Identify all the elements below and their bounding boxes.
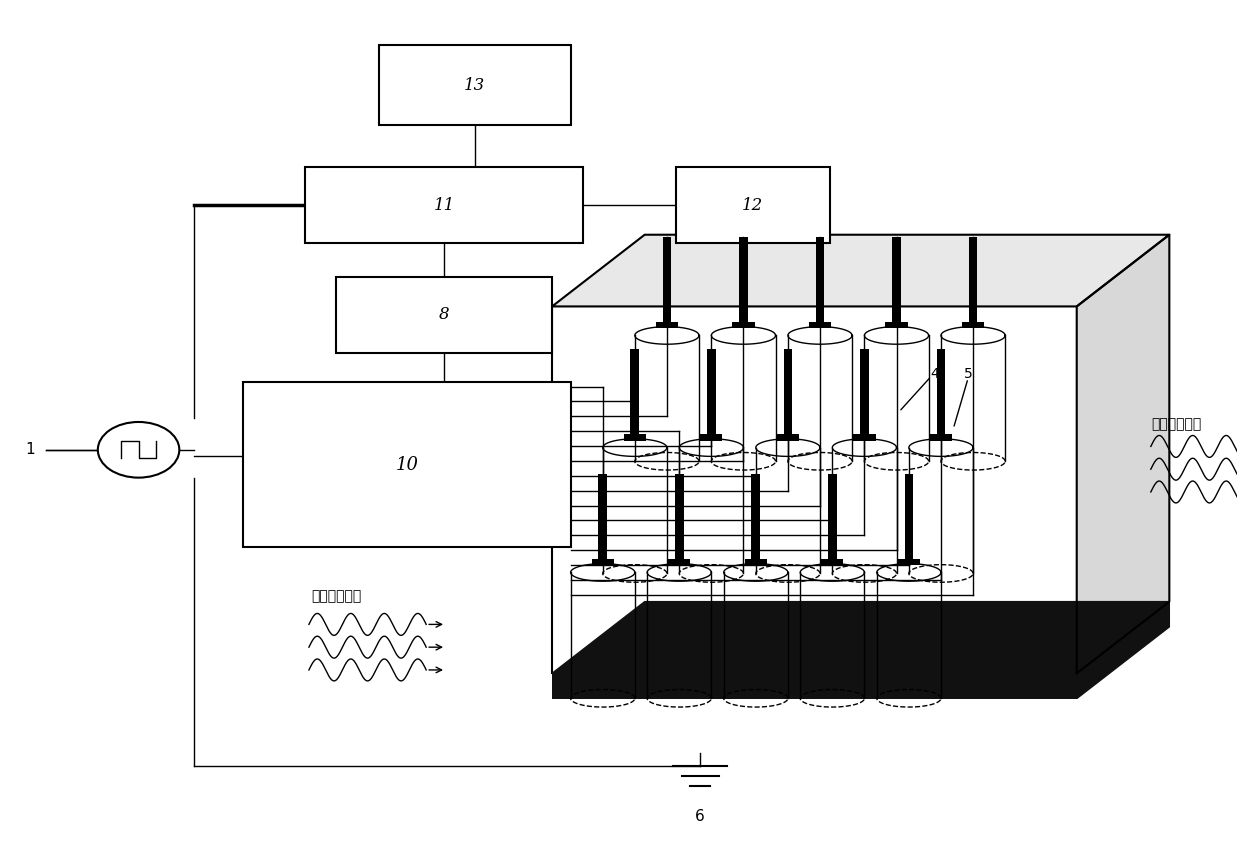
Bar xyxy=(898,559,920,565)
Bar xyxy=(893,237,900,322)
Bar xyxy=(243,382,570,547)
Bar xyxy=(552,673,1076,699)
Bar xyxy=(776,434,799,441)
Text: 1: 1 xyxy=(25,442,35,458)
Bar xyxy=(552,306,1076,673)
Text: 13: 13 xyxy=(464,76,486,93)
Text: 入射太赫兹波: 入射太赫兹波 xyxy=(311,589,362,604)
Circle shape xyxy=(98,422,180,478)
Bar xyxy=(962,322,985,329)
Text: 10: 10 xyxy=(396,456,419,474)
Bar xyxy=(904,475,913,559)
Text: 5: 5 xyxy=(963,367,972,381)
Bar xyxy=(733,322,755,329)
Bar xyxy=(676,167,830,243)
Bar xyxy=(701,434,723,441)
Bar xyxy=(739,237,748,322)
Polygon shape xyxy=(552,234,1169,306)
Text: 出射太赫兹波: 出射太赫兹波 xyxy=(1151,418,1202,431)
Text: 6: 6 xyxy=(696,809,706,824)
Polygon shape xyxy=(1076,234,1169,673)
Bar xyxy=(599,475,608,559)
Bar xyxy=(821,559,843,565)
Bar xyxy=(662,237,671,322)
Polygon shape xyxy=(1076,602,1169,699)
Bar xyxy=(930,434,952,441)
Bar xyxy=(808,322,831,329)
Bar xyxy=(784,350,792,434)
Bar xyxy=(630,350,639,434)
Bar xyxy=(968,237,977,322)
Bar xyxy=(379,45,570,125)
Text: 11: 11 xyxy=(434,197,455,214)
Bar xyxy=(336,277,552,353)
Polygon shape xyxy=(552,602,1169,673)
Bar xyxy=(828,475,837,559)
Bar xyxy=(668,559,691,565)
Text: 4: 4 xyxy=(930,367,939,381)
Bar xyxy=(656,322,678,329)
Bar xyxy=(707,350,715,434)
Bar xyxy=(816,237,825,322)
Text: 12: 12 xyxy=(742,197,764,214)
Bar xyxy=(861,350,869,434)
Text: 8: 8 xyxy=(439,306,449,323)
Bar xyxy=(885,322,908,329)
Bar xyxy=(624,434,646,441)
Bar xyxy=(853,434,875,441)
Bar xyxy=(936,350,945,434)
Bar xyxy=(745,559,766,565)
Bar xyxy=(751,475,760,559)
Bar xyxy=(675,475,683,559)
Bar xyxy=(591,559,614,565)
Bar xyxy=(305,167,583,243)
